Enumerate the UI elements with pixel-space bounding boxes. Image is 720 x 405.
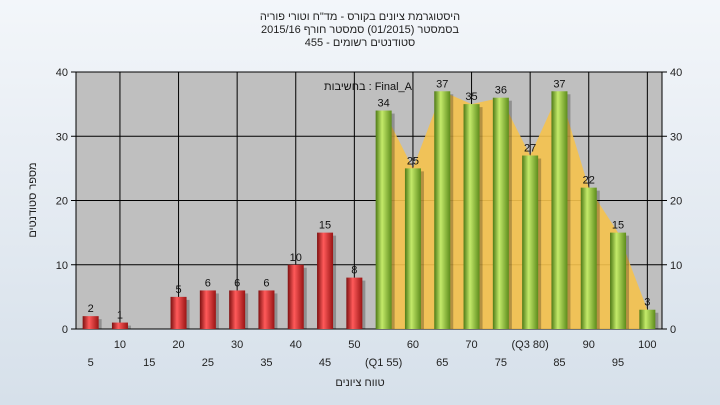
x-tick-label: 95 [612, 357, 624, 369]
x-tick-label: 65 [436, 357, 448, 369]
bar-pass [551, 91, 568, 330]
x-axis-title: טווח ציונים [335, 377, 384, 389]
x-tick-label: 85 [553, 357, 565, 369]
chart-annotation: בחשיבות : Final_A [324, 81, 413, 93]
x-tick-label: 15 [143, 357, 155, 369]
y-tick-right: 30 [670, 131, 682, 143]
x-tick-label: 60 [407, 339, 419, 351]
y-tick-right: 10 [670, 260, 682, 272]
value-label: 6 [263, 277, 269, 289]
value-label: 27 [524, 143, 536, 155]
y-tick-right: 0 [670, 324, 676, 336]
value-label: 3 [644, 297, 650, 309]
value-label: 8 [351, 265, 357, 277]
bar-fail [229, 290, 246, 329]
bar-pass [404, 168, 421, 329]
bar-pass [463, 104, 480, 329]
y-tick-left: 20 [56, 196, 68, 208]
title-line-1: היסטוגרמת ציונים בקורס - מד"ח וטורי פורי… [260, 11, 460, 23]
x-tick-label: 35 [260, 357, 272, 369]
x-tick-label: 20 [172, 339, 184, 351]
bar-pass [375, 110, 392, 329]
bar-fail [287, 264, 304, 329]
title-line-2: בסמסטר (01/2015) סמסטר חורף 2015/16 [261, 24, 459, 36]
y-axis-left: 0 10 20 30 40 [56, 67, 76, 336]
x-tick-label: 50 [348, 339, 360, 351]
value-label: 15 [612, 220, 624, 232]
value-label: 6 [205, 277, 211, 289]
y-tick-left: 0 [62, 324, 68, 336]
bar-fail [258, 290, 275, 329]
value-label: 1 [117, 310, 123, 322]
x-tick-label: 10 [114, 339, 126, 351]
y-tick-left: 40 [56, 67, 68, 79]
y-tick-right: 20 [670, 196, 682, 208]
x-tick-label: 90 [583, 339, 595, 351]
x-tick-label: 40 [290, 339, 302, 351]
value-label: 37 [553, 78, 565, 90]
value-label: 2 [88, 303, 94, 315]
y-tick-left: 30 [56, 131, 68, 143]
value-label: 10 [290, 252, 302, 264]
x-tick-label: 5 [88, 357, 94, 369]
x-tick-label: 45 [319, 357, 331, 369]
bar-pass [580, 187, 597, 329]
x-tick-label: 75 [495, 357, 507, 369]
bar-pass [610, 232, 627, 329]
bar-fail [317, 232, 334, 329]
value-label: 22 [583, 175, 595, 187]
bar-pass [522, 155, 539, 329]
x-tick-label: 100 [638, 339, 656, 351]
bar-fail [111, 322, 128, 329]
x-tick-label: 70 [465, 339, 477, 351]
bar-fail [82, 316, 99, 329]
chart-title: היסטוגרמת ציונים בקורס - מד"ח וטורי פורי… [260, 11, 460, 49]
bar-pass [434, 91, 451, 330]
bars [82, 91, 659, 330]
value-label: 5 [175, 284, 181, 296]
x-tick-label: (Q3 80) [512, 339, 549, 351]
y-tick-left: 10 [56, 260, 68, 272]
value-label: 6 [234, 277, 240, 289]
y-axis-title: מספר סטודנטים [27, 162, 39, 237]
x-axis: 5 10 15 20 25 30 35 40 45 50 (Q1 55) 60 65 70 75 (Q3 80… [88, 339, 657, 369]
bar-pass [639, 309, 656, 329]
bar-pass [492, 97, 509, 329]
bar-fail [199, 290, 216, 329]
y-tick-right: 40 [670, 67, 682, 79]
value-label: 37 [436, 78, 448, 90]
title-line-3: סטודנטים רשומים - 455 [305, 37, 416, 49]
bar-fail [170, 296, 187, 329]
bar-fail [346, 277, 363, 329]
x-tick-label: 25 [202, 357, 214, 369]
x-tick-label: (Q1 55) [365, 357, 402, 369]
value-label: 36 [495, 85, 507, 97]
value-label: 15 [319, 220, 331, 232]
x-tick-label: 30 [231, 339, 243, 351]
value-label: 35 [465, 91, 477, 103]
value-label: 25 [407, 155, 419, 167]
value-label: 34 [378, 98, 390, 110]
y-axis-right: 0 10 20 30 40 [662, 67, 682, 336]
